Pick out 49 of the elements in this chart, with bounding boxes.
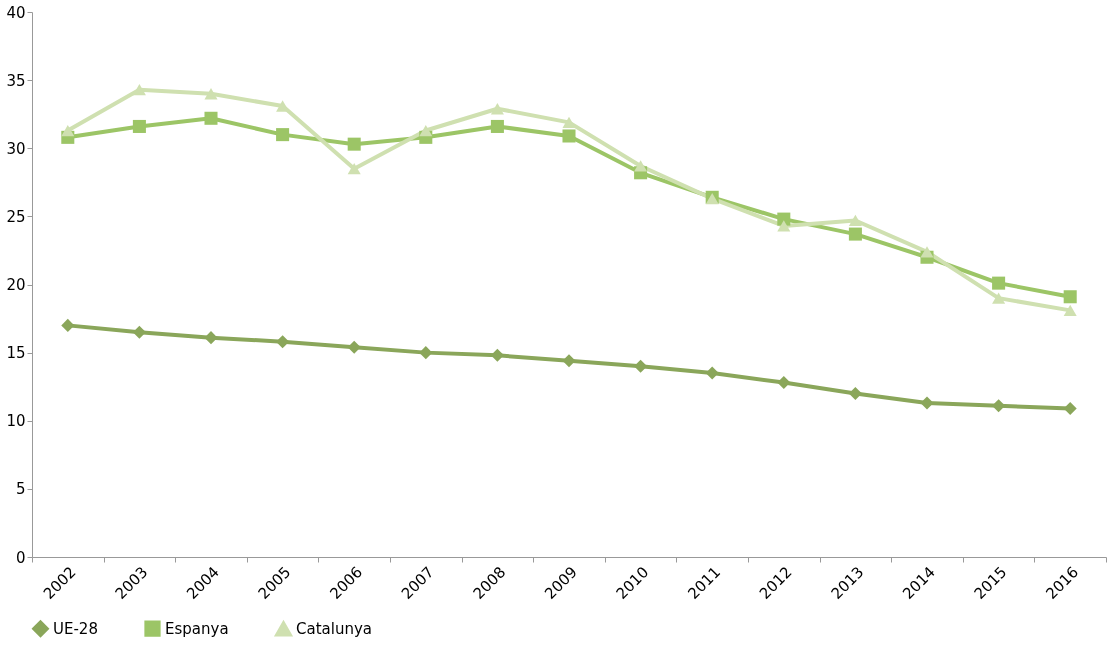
point — [992, 276, 1006, 290]
point — [276, 128, 290, 142]
point — [204, 88, 218, 100]
point — [347, 340, 361, 354]
point — [705, 366, 719, 380]
point — [419, 346, 433, 360]
point — [562, 129, 576, 143]
point — [1063, 401, 1077, 416]
y-tick-label: 35 — [6, 71, 26, 90]
point — [347, 163, 361, 175]
y-tick-label: 5 — [15, 480, 26, 499]
point — [777, 220, 791, 232]
point — [634, 160, 648, 172]
point — [61, 318, 75, 332]
legend-label: Catalunya — [296, 620, 372, 639]
point — [634, 359, 648, 373]
legend-label: UE-28 — [53, 619, 98, 638]
y-tick-label: 0 — [15, 548, 26, 567]
point — [204, 111, 218, 125]
point — [490, 103, 504, 115]
point — [132, 84, 146, 96]
point — [276, 335, 290, 349]
point — [1063, 290, 1077, 304]
point — [777, 376, 791, 390]
point — [204, 331, 218, 345]
point — [419, 124, 433, 137]
y-tick-label: 40 — [6, 3, 26, 22]
point — [61, 124, 75, 137]
point — [490, 348, 504, 362]
y-tick-label: 10 — [6, 412, 26, 431]
point — [992, 292, 1006, 304]
point — [848, 227, 862, 241]
point — [1063, 304, 1077, 317]
point — [132, 325, 146, 339]
point — [848, 386, 862, 401]
point — [848, 214, 862, 227]
point — [920, 396, 934, 410]
point — [562, 116, 576, 129]
point — [920, 246, 934, 258]
y-tick-label: 15 — [6, 344, 26, 363]
point — [347, 137, 361, 151]
point — [490, 119, 504, 133]
y-tick-label: 20 — [6, 276, 26, 294]
point — [992, 399, 1006, 413]
legend-label: Espanya — [165, 619, 229, 638]
point — [132, 119, 146, 133]
y-tick-label: 30 — [6, 139, 26, 158]
y-tick-label: 25 — [6, 207, 26, 226]
point — [562, 354, 576, 368]
